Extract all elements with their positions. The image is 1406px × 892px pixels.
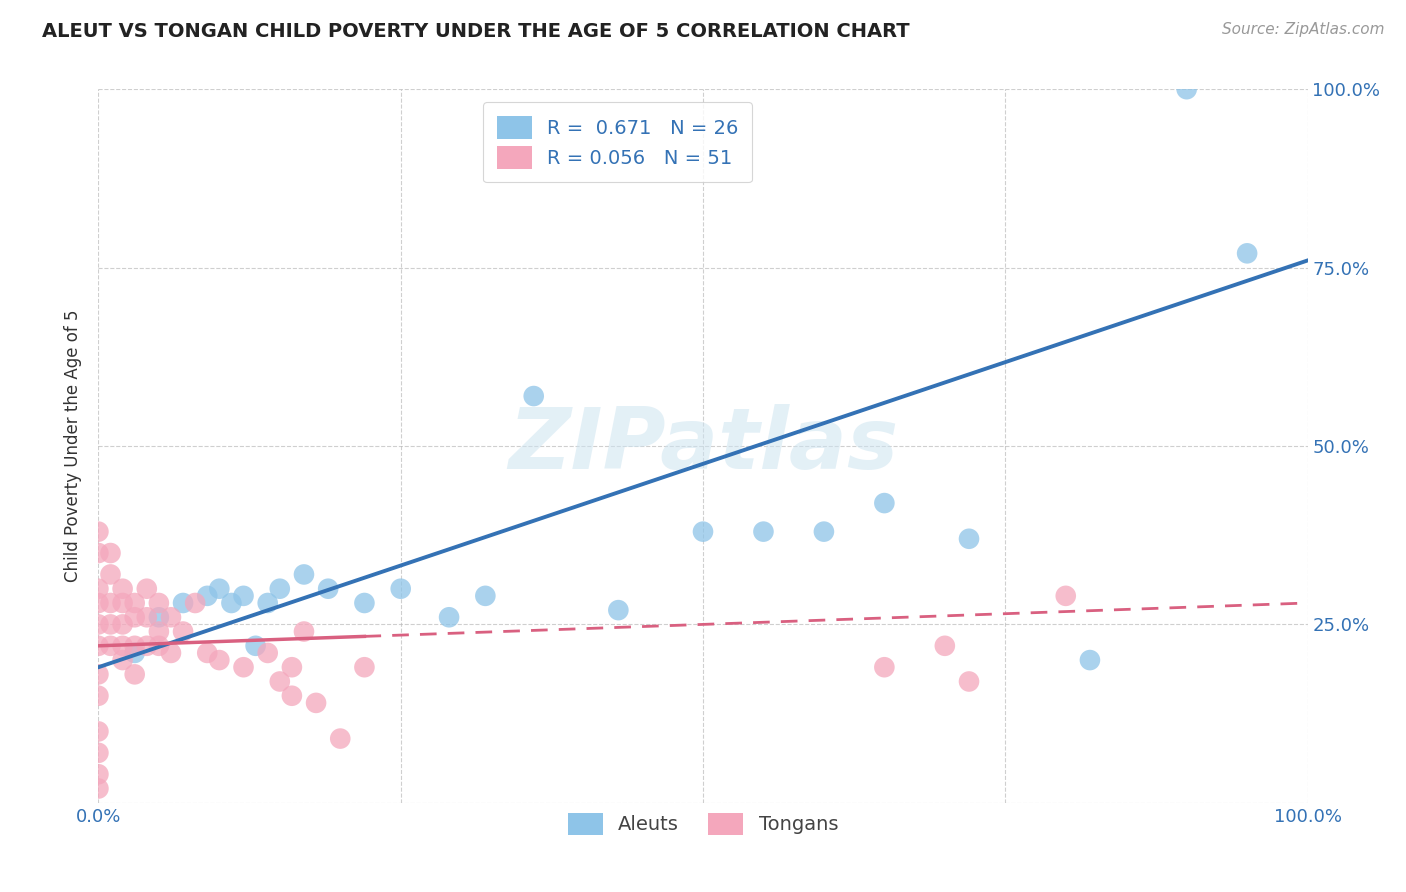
- Point: [124, 646, 146, 660]
- Point: [957, 674, 980, 689]
- Point: [329, 731, 352, 746]
- Point: [124, 639, 146, 653]
- Point: [87, 689, 110, 703]
- Point: [1175, 82, 1198, 96]
- Point: [111, 617, 134, 632]
- Point: [87, 639, 110, 653]
- Point: [111, 582, 134, 596]
- Point: [873, 496, 896, 510]
- Point: [957, 532, 980, 546]
- Point: [87, 746, 110, 760]
- Point: [208, 582, 231, 596]
- Point: [195, 589, 218, 603]
- Point: [87, 724, 110, 739]
- Point: [221, 596, 243, 610]
- Point: [87, 767, 110, 781]
- Point: [305, 696, 328, 710]
- Point: [245, 639, 267, 653]
- Point: [148, 596, 170, 610]
- Point: [148, 624, 170, 639]
- Point: [256, 596, 278, 610]
- Point: [1078, 653, 1101, 667]
- Point: [281, 660, 304, 674]
- Point: [124, 596, 146, 610]
- Point: [135, 582, 157, 596]
- Point: [172, 624, 194, 639]
- Point: [316, 582, 339, 596]
- Point: [208, 653, 231, 667]
- Point: [281, 689, 304, 703]
- Point: [389, 582, 412, 596]
- Point: [87, 524, 110, 539]
- Point: [160, 610, 183, 624]
- Point: [100, 567, 122, 582]
- Point: [195, 646, 218, 660]
- Legend: Aleuts, Tongans: Aleuts, Tongans: [560, 805, 846, 843]
- Point: [87, 582, 110, 596]
- Point: [692, 524, 714, 539]
- Point: [135, 610, 157, 624]
- Point: [172, 596, 194, 610]
- Point: [353, 596, 375, 610]
- Point: [124, 667, 146, 681]
- Point: [100, 617, 122, 632]
- Point: [124, 610, 146, 624]
- Point: [160, 646, 183, 660]
- Point: [87, 596, 110, 610]
- Point: [269, 674, 291, 689]
- Point: [269, 582, 291, 596]
- Point: [437, 610, 460, 624]
- Point: [1054, 589, 1077, 603]
- Point: [934, 639, 956, 653]
- Text: ALEUT VS TONGAN CHILD POVERTY UNDER THE AGE OF 5 CORRELATION CHART: ALEUT VS TONGAN CHILD POVERTY UNDER THE …: [42, 22, 910, 41]
- Point: [87, 617, 110, 632]
- Point: [100, 546, 122, 560]
- Point: [256, 646, 278, 660]
- Y-axis label: Child Poverty Under the Age of 5: Child Poverty Under the Age of 5: [65, 310, 83, 582]
- Point: [87, 546, 110, 560]
- Point: [87, 667, 110, 681]
- Point: [100, 596, 122, 610]
- Point: [111, 596, 134, 610]
- Point: [111, 653, 134, 667]
- Point: [111, 639, 134, 653]
- Text: Source: ZipAtlas.com: Source: ZipAtlas.com: [1222, 22, 1385, 37]
- Point: [100, 639, 122, 653]
- Point: [523, 389, 546, 403]
- Point: [184, 596, 207, 610]
- Point: [135, 639, 157, 653]
- Point: [353, 660, 375, 674]
- Point: [607, 603, 630, 617]
- Point: [232, 589, 254, 603]
- Point: [873, 660, 896, 674]
- Point: [148, 610, 170, 624]
- Point: [292, 567, 315, 582]
- Point: [1236, 246, 1258, 260]
- Text: ZIPatlas: ZIPatlas: [508, 404, 898, 488]
- Point: [148, 639, 170, 653]
- Point: [232, 660, 254, 674]
- Point: [752, 524, 775, 539]
- Point: [474, 589, 496, 603]
- Point: [292, 624, 315, 639]
- Point: [813, 524, 835, 539]
- Point: [87, 781, 110, 796]
